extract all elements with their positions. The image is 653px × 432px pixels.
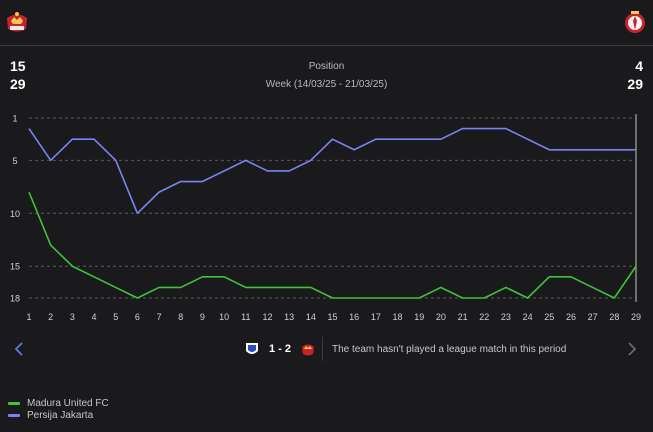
- legend-item-persija: Persija Jakarta: [8, 409, 109, 421]
- x-tick-label-18: 18: [393, 312, 403, 322]
- y-tick-label-18: 18: [10, 294, 20, 304]
- x-tick-label-6: 6: [135, 312, 140, 322]
- x-tick-label-24: 24: [523, 312, 533, 322]
- x-tick-label-13: 13: [284, 312, 294, 322]
- legend-label-persija: Persija Jakarta: [27, 409, 94, 421]
- top-bar: [0, 0, 653, 46]
- prev-week-button[interactable]: [10, 339, 30, 359]
- legend-swatch-persija: [8, 413, 20, 417]
- next-week-button[interactable]: [621, 339, 641, 359]
- x-tick-label-27: 27: [588, 312, 598, 322]
- x-tick-label-14: 14: [306, 312, 316, 322]
- right-stat-bottom: 29: [627, 76, 643, 92]
- x-tick-label-28: 28: [609, 312, 619, 322]
- match-summary[interactable]: 1 - 2 The team hasn't played a league ma…: [244, 337, 567, 361]
- x-tick-label-8: 8: [178, 312, 183, 322]
- y-tick-label-10: 10: [10, 209, 20, 219]
- x-tick-label-20: 20: [436, 312, 446, 322]
- series-line-persija: [28, 127, 636, 215]
- persija-jakarta-crest-icon: [625, 11, 645, 33]
- x-tick-label-25: 25: [544, 312, 554, 322]
- x-tick-label-21: 21: [458, 312, 468, 322]
- y-tick-label-1: 1: [12, 114, 17, 124]
- madura-united-crest-icon: [7, 12, 27, 32]
- chevron-left-icon: [14, 342, 23, 356]
- period-label: Week (14/03/25 - 21/03/25): [265, 79, 388, 90]
- left-stat-bottom: 29: [10, 76, 26, 92]
- match-score: 1 - 2: [269, 343, 292, 355]
- x-tick-label-17: 17: [371, 312, 381, 322]
- x-tick-label-3: 3: [70, 312, 75, 322]
- x-tick-label-29: 29: [631, 312, 641, 322]
- x-tick-label-15: 15: [327, 312, 337, 322]
- series-line-madura: [28, 191, 637, 299]
- chart-title: Position: [308, 61, 345, 72]
- x-tick-label-22: 22: [479, 312, 489, 322]
- x-tick-label-2: 2: [48, 312, 53, 322]
- x-tick-label-7: 7: [157, 312, 162, 322]
- x-tick-label-23: 23: [501, 312, 511, 322]
- right-stat-top: 4: [635, 58, 643, 74]
- x-tick-label-10: 10: [219, 312, 229, 322]
- legend-item-madura: Madura United FC: [8, 397, 109, 409]
- y-tick-label-5: 5: [12, 156, 17, 166]
- x-tick-label-5: 5: [113, 312, 118, 322]
- persija-badge-icon: [246, 343, 258, 354]
- x-tick-label-26: 26: [566, 312, 576, 322]
- y-tick-label-15: 15: [10, 262, 20, 272]
- x-tick-label-12: 12: [262, 312, 272, 322]
- legend: Madura United FC Persija Jakarta: [8, 397, 109, 421]
- chevron-right-icon: [628, 342, 637, 356]
- x-tick-label-11: 11: [241, 312, 250, 322]
- legend-label-madura: Madura United FC: [27, 397, 109, 409]
- legend-swatch-madura: [8, 401, 20, 405]
- divider: [322, 337, 324, 361]
- x-tick-label-19: 19: [414, 312, 424, 322]
- madura-badge-icon: [302, 344, 315, 356]
- x-tick-label-4: 4: [92, 312, 97, 322]
- no-match-message: The team hasn't played a league match in…: [332, 343, 567, 355]
- x-tick-label-9: 9: [200, 312, 205, 322]
- x-tick-label-1: 1: [26, 312, 31, 322]
- left-stat-top: 15: [10, 58, 26, 74]
- x-tick-label-16: 16: [349, 312, 359, 322]
